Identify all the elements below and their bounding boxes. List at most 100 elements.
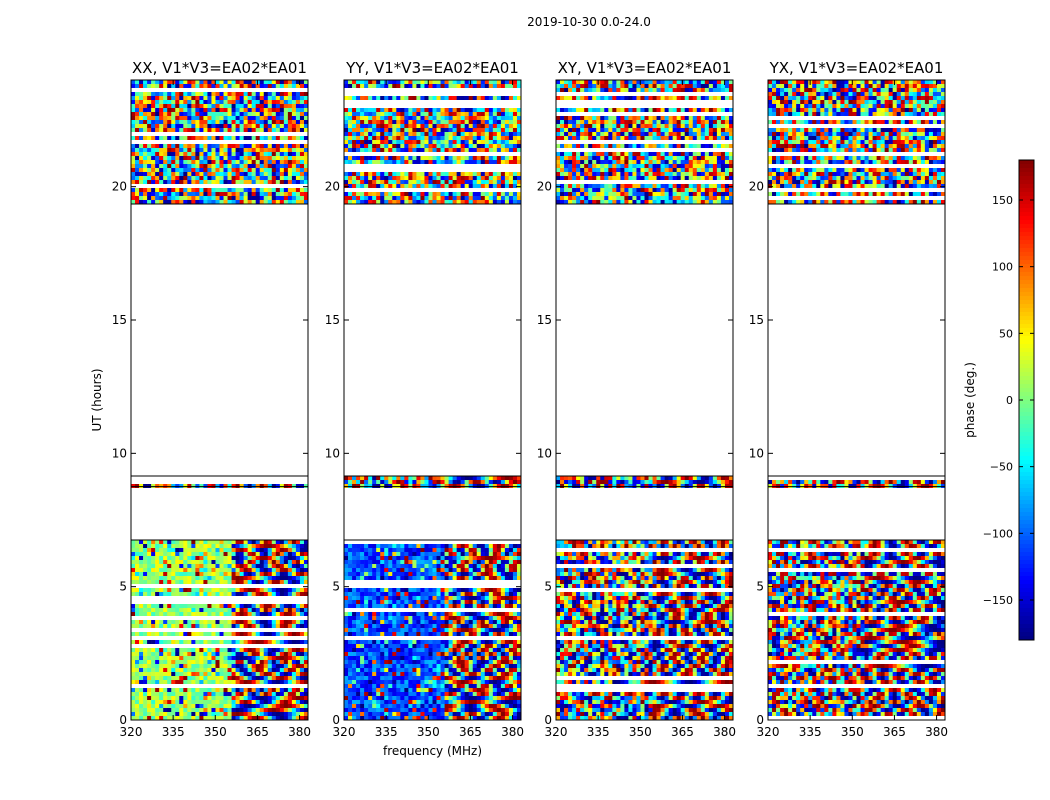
heatmap-cell xyxy=(464,628,469,632)
heatmap-cell xyxy=(456,656,461,660)
heatmap-cell xyxy=(159,624,164,628)
heatmap-cell xyxy=(428,676,433,680)
heatmap-cell xyxy=(199,164,204,168)
heatmap-cell xyxy=(179,708,184,712)
heatmap-cell xyxy=(271,564,277,568)
heatmap-cell xyxy=(360,96,365,100)
heatmap-cell xyxy=(251,648,256,652)
heatmap-cell xyxy=(131,96,136,100)
heatmap-cell xyxy=(476,660,482,664)
heatmap-cell xyxy=(508,660,514,664)
heatmap-cell xyxy=(151,648,156,652)
heatmap-cell xyxy=(291,688,297,692)
heatmap-cell xyxy=(368,660,373,664)
heatmap-cell xyxy=(388,588,393,592)
heatmap-cell xyxy=(440,596,445,600)
heatmap-cell xyxy=(199,592,204,596)
heatmap-cell xyxy=(516,668,521,672)
heatmap-cell xyxy=(263,680,269,684)
heatmap-cell xyxy=(215,180,220,184)
heatmap-cell xyxy=(488,612,494,616)
heatmap-cell xyxy=(368,596,373,600)
heatmap-cell xyxy=(211,696,216,700)
heatmap-cell xyxy=(219,632,224,636)
heatmap-cell xyxy=(432,616,437,620)
heatmap-cell xyxy=(195,612,200,616)
heatmap-cell xyxy=(500,544,506,548)
heatmap-cell xyxy=(259,552,265,556)
heatmap-cell xyxy=(380,564,385,568)
heatmap-cell xyxy=(159,168,164,172)
heatmap-cell xyxy=(151,560,156,564)
heatmap-cell xyxy=(299,116,305,120)
heatmap-cell xyxy=(444,688,449,692)
heatmap-cell xyxy=(143,152,148,156)
heatmap-cell xyxy=(263,716,269,720)
heatmap-cell xyxy=(239,172,244,176)
heatmap-cell xyxy=(195,588,200,592)
heatmap-cell xyxy=(251,544,256,548)
heatmap-cell xyxy=(227,96,232,100)
heatmap-cell xyxy=(464,712,469,716)
heatmap-cell xyxy=(388,676,393,680)
heatmap-cell xyxy=(255,164,261,168)
heatmap-cell xyxy=(404,668,409,672)
heatmap-cell xyxy=(147,576,152,580)
heatmap-cell xyxy=(183,588,188,592)
heatmap-cell xyxy=(207,160,212,164)
heatmap-cell xyxy=(251,176,256,180)
heatmap-cell xyxy=(476,644,482,648)
heatmap-cell xyxy=(456,108,461,112)
heatmap-cell xyxy=(227,120,232,124)
heatmap-cell xyxy=(348,544,353,548)
heatmap-cell xyxy=(223,632,228,636)
heatmap-cell xyxy=(356,552,361,556)
heatmap-cell xyxy=(416,624,421,628)
heatmap-cell xyxy=(279,92,285,96)
heatmap-cell xyxy=(187,84,192,88)
heatmap-cell xyxy=(392,620,397,624)
heatmap-cell xyxy=(263,200,269,204)
heatmap-cell xyxy=(259,608,265,612)
heatmap-cell xyxy=(360,688,365,692)
heatmap-cell xyxy=(436,588,441,592)
heatmap-cell xyxy=(191,648,196,652)
heatmap-cell xyxy=(279,116,285,120)
heatmap-cell xyxy=(139,92,144,96)
heatmap-cell xyxy=(251,672,256,676)
heatmap-cell xyxy=(348,556,353,560)
heatmap-cell xyxy=(215,660,220,664)
heatmap-cell xyxy=(195,568,200,572)
heatmap-cell xyxy=(480,680,486,684)
heatmap-cell xyxy=(352,552,357,556)
heatmap-cell xyxy=(420,648,425,652)
heatmap-cell xyxy=(231,548,236,552)
heatmap-cell xyxy=(384,564,389,568)
heatmap-cell xyxy=(512,660,518,664)
heatmap-cell xyxy=(175,700,180,704)
heatmap-cell xyxy=(428,80,433,84)
heatmap-cell xyxy=(267,624,273,628)
heatmap-cell xyxy=(492,644,498,648)
heatmap-cell xyxy=(484,552,490,556)
heatmap-cell xyxy=(243,124,248,128)
heatmap-cell xyxy=(372,676,377,680)
heatmap-cell xyxy=(275,92,281,96)
heatmap-cell xyxy=(207,176,212,180)
heatmap-cell xyxy=(295,620,301,624)
heatmap-cell xyxy=(151,612,156,616)
heatmap-cell xyxy=(227,580,232,584)
heatmap-cell xyxy=(131,692,136,696)
heatmap-cell xyxy=(452,620,457,624)
heatmap-cell xyxy=(480,600,486,604)
heatmap-cell xyxy=(207,104,212,108)
heatmap-cell xyxy=(219,640,224,644)
heatmap-cell xyxy=(480,576,486,580)
heatmap-cell xyxy=(412,476,417,480)
heatmap-cell xyxy=(420,672,425,676)
heatmap-cell xyxy=(195,624,200,628)
heatmap-cell xyxy=(159,672,164,676)
heatmap-cell xyxy=(275,124,281,128)
heatmap-cell xyxy=(163,120,168,124)
heatmap-cell xyxy=(488,556,494,560)
